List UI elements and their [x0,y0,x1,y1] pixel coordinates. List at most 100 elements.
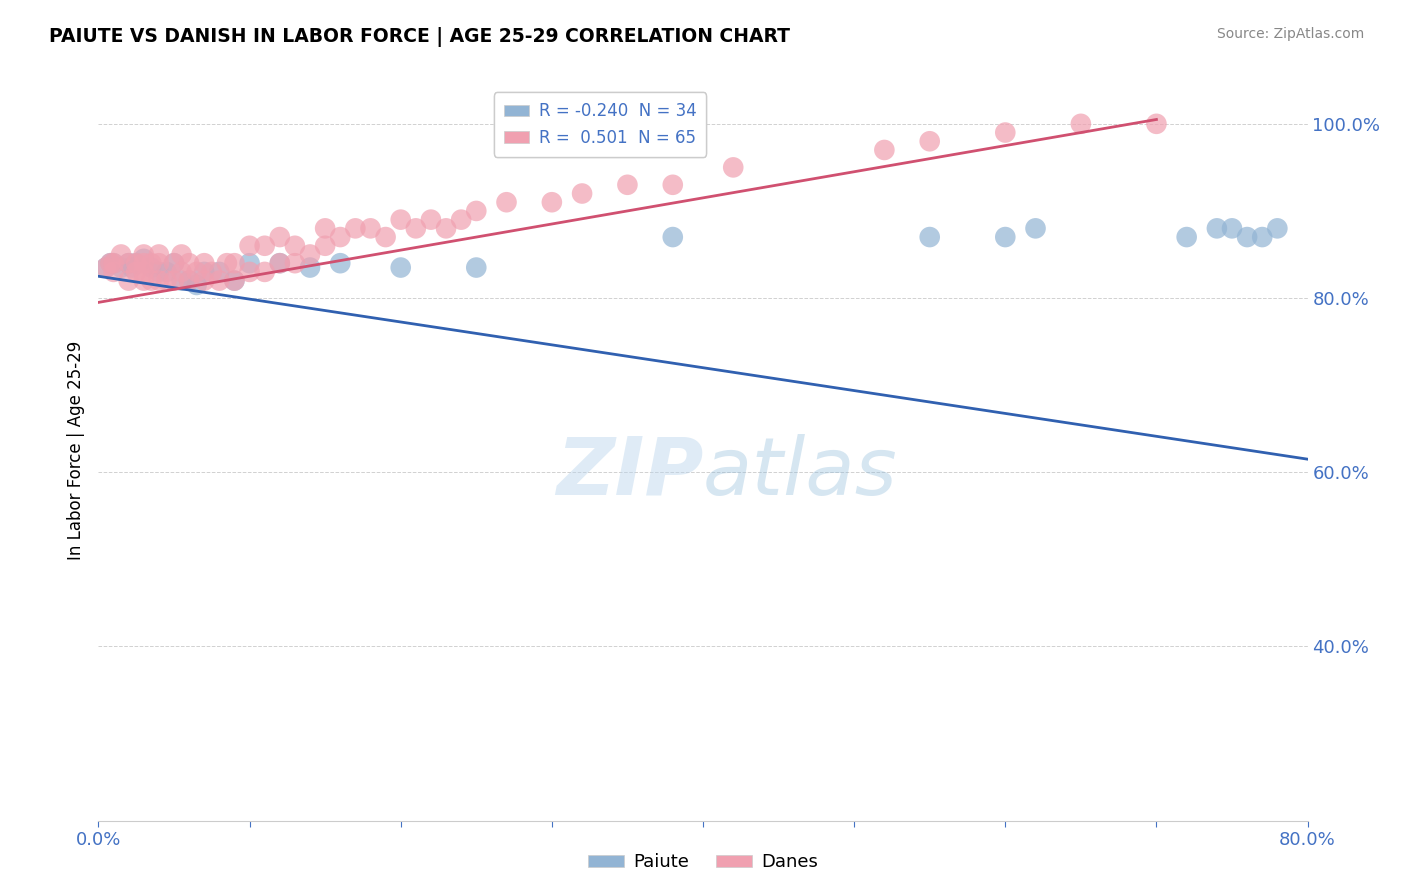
Point [170,265,193,279]
Point [329,256,352,270]
Legend: Paiute, Danes: Paiute, Danes [581,847,825,879]
Point [269,256,291,270]
Point [148,265,170,279]
Point [125,256,148,270]
Point [193,256,215,270]
Legend: R = -0.240  N = 34, R =  0.501  N = 65: R = -0.240 N = 34, R = 0.501 N = 65 [494,92,706,157]
Point [100,256,122,270]
Point [208,265,231,279]
Point [405,221,427,235]
Point [224,274,246,288]
Point [132,256,155,270]
Point [269,256,291,270]
Point [110,260,132,275]
Point [374,230,396,244]
Point [208,274,231,288]
Point [170,247,193,261]
Point [148,256,170,270]
Point [132,247,155,261]
Point [155,265,177,279]
Point [434,221,457,235]
Point [918,134,941,148]
Point [360,221,382,235]
Point [329,230,352,244]
Point [110,247,132,261]
Point [163,256,186,270]
Point [224,274,246,288]
Point [253,239,276,253]
Point [155,274,177,288]
Y-axis label: In Labor Force | Age 25-29: In Labor Force | Age 25-29 [66,341,84,560]
Point [193,274,215,288]
Point [239,239,262,253]
Point [284,256,307,270]
Point [186,277,208,292]
Point [239,265,262,279]
Text: ZIP: ZIP [555,434,703,512]
Point [179,274,201,288]
Text: PAIUTE VS DANISH IN LABOR FORCE | AGE 25-29 CORRELATION CHART: PAIUTE VS DANISH IN LABOR FORCE | AGE 25… [49,27,790,46]
Point [132,274,155,288]
Point [163,274,186,288]
Point [661,178,683,192]
Point [299,260,322,275]
Point [125,256,148,270]
Point [121,260,143,275]
Point [994,230,1017,244]
Point [224,256,246,270]
Point [465,203,488,218]
Point [103,265,125,279]
Point [1175,230,1198,244]
Point [873,143,896,157]
Point [450,212,472,227]
Point [994,126,1017,140]
Point [141,260,163,275]
Point [132,252,155,266]
Point [148,247,170,261]
Point [186,265,208,279]
Point [193,265,215,279]
Point [1070,117,1092,131]
Point [918,230,941,244]
Point [148,274,170,288]
Point [179,274,201,288]
Point [100,256,122,270]
Point [495,195,517,210]
Point [465,260,488,275]
Point [1024,221,1046,235]
Point [314,221,336,235]
Point [170,274,193,288]
Point [103,256,125,270]
Text: atlas: atlas [703,434,898,512]
Point [103,256,125,270]
Point [1251,230,1274,244]
Point [141,274,163,288]
Point [132,265,155,279]
Point [616,178,638,192]
Point [179,256,201,270]
Point [118,256,141,270]
Point [239,256,262,270]
Point [540,195,562,210]
Point [1206,221,1229,235]
Point [1267,221,1289,235]
Point [118,274,141,288]
Point [125,265,148,279]
Point [389,212,412,227]
Point [284,239,307,253]
Point [269,230,291,244]
Point [163,256,186,270]
Point [389,260,412,275]
Point [314,239,336,253]
Point [1220,221,1243,235]
Point [344,221,367,235]
Point [118,256,141,270]
Point [420,212,443,227]
Point [661,230,683,244]
Text: Source: ZipAtlas.com: Source: ZipAtlas.com [1216,27,1364,41]
Point [201,265,224,279]
Point [215,256,238,270]
Point [1236,230,1258,244]
Point [571,186,593,201]
Point [94,260,117,275]
